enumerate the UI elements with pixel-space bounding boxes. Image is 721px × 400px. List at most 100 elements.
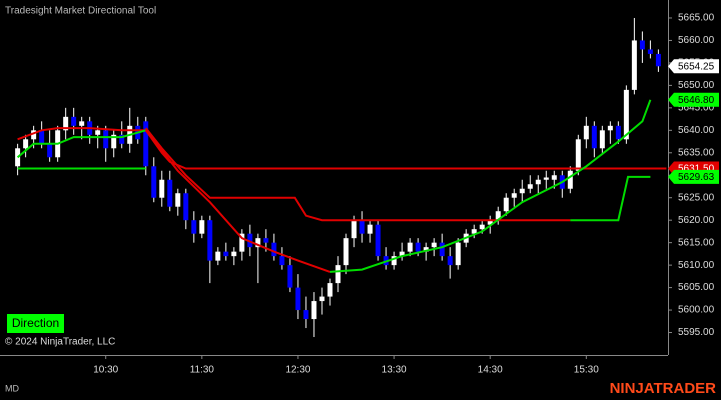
candle-body — [111, 134, 117, 149]
candle-body — [511, 193, 517, 198]
candle-body — [655, 53, 661, 67]
price-marker-label: 5646.80 — [678, 95, 715, 106]
candle-body — [639, 40, 645, 50]
candle-body — [423, 247, 429, 252]
candle-body — [535, 179, 541, 185]
y-tick-label: 5635.00 — [678, 147, 715, 158]
candle-body — [247, 233, 253, 248]
candle-body — [415, 242, 421, 252]
indicator-line — [16, 129, 147, 159]
candle-body — [327, 283, 333, 297]
candle-body — [23, 139, 29, 149]
candle-body — [295, 287, 301, 311]
indicator-line — [570, 175, 651, 222]
price-marker-label: 5631.50 — [678, 164, 715, 175]
candle-body — [119, 134, 125, 144]
indicator-line — [145, 129, 331, 273]
indicator-line — [329, 99, 652, 273]
candle-body — [519, 188, 525, 194]
x-tick-label: 10:30 — [93, 365, 118, 376]
candle-body — [623, 89, 629, 140]
candle-body — [343, 238, 349, 266]
candle-body — [151, 166, 157, 198]
candle-body — [431, 242, 437, 248]
price-marker-label: 5629.63 — [678, 172, 715, 183]
candle-body — [279, 256, 285, 266]
candle-body — [79, 121, 85, 126]
brand-logo: NINJATRADER — [610, 380, 717, 397]
direction-button[interactable] — [7, 314, 64, 333]
candle-body — [495, 211, 501, 221]
candle-body — [319, 296, 325, 302]
candle-body — [399, 251, 405, 257]
y-tick-label: 5625.00 — [678, 192, 715, 203]
price-marker — [668, 92, 719, 107]
candle-body — [455, 242, 461, 266]
price-marker-label: 5654.25 — [678, 61, 715, 72]
chart-title: Tradesight Market Directional Tool — [5, 6, 156, 17]
candle-body — [575, 139, 581, 171]
indicator-line — [145, 127, 571, 222]
candle-body — [551, 175, 557, 180]
candle-body — [175, 193, 181, 207]
candle-body — [631, 40, 637, 90]
y-tick-label: 5640.00 — [678, 125, 715, 136]
candle-body — [471, 229, 477, 234]
price-marker — [668, 169, 719, 184]
y-tick-label: 5610.00 — [678, 260, 715, 271]
y-tick-label: 5620.00 — [678, 215, 715, 226]
candle-body — [527, 184, 533, 189]
price-marker — [668, 59, 719, 74]
x-tick-label: 11:30 — [190, 365, 215, 376]
y-tick-label: 5605.00 — [678, 282, 715, 293]
candle-body — [439, 242, 445, 257]
x-tick-label: 12:30 — [285, 365, 310, 376]
candle-body — [159, 179, 165, 198]
candle-body — [231, 251, 237, 257]
candle-body — [391, 256, 397, 266]
candle-body — [167, 179, 173, 207]
direction-button-label[interactable]: Direction — [12, 316, 59, 330]
candle-body — [367, 224, 373, 234]
axes: 5595.00 5600.00 5605.00 5610.00 5615.00 5620.… — [93, 13, 719, 376]
candle-body — [303, 310, 309, 320]
candle-body — [103, 130, 109, 149]
y-tick-label: 5660.00 — [678, 35, 715, 46]
y-tick-label: 5615.00 — [678, 237, 715, 248]
candle-body — [567, 170, 573, 189]
candle-body — [287, 265, 293, 288]
y-tick-label: 5600.00 — [678, 305, 715, 316]
candle-body — [591, 125, 597, 149]
candle-body — [647, 49, 653, 54]
candle-body — [407, 242, 413, 252]
candle-body — [63, 116, 69, 131]
candle-body — [447, 256, 453, 266]
candle-body — [223, 251, 229, 257]
candle-body — [271, 242, 277, 257]
candle-body — [207, 220, 213, 261]
plot-area — [15, 17, 667, 338]
copyright: © 2024 NinjaTrader, LLC — [5, 337, 115, 348]
candle-body — [599, 130, 605, 149]
candle-body — [39, 130, 45, 144]
y-tick-label: 5645.00 — [678, 102, 715, 113]
candle-body — [239, 233, 245, 252]
candle-body — [263, 238, 269, 243]
candle-body — [607, 125, 613, 131]
y-tick-label: 5650.00 — [678, 80, 715, 91]
candle-body — [143, 121, 149, 167]
footer-label: MD — [5, 383, 19, 393]
candle-body — [255, 238, 261, 248]
candle-body — [215, 251, 221, 261]
candle-body — [583, 125, 589, 140]
candle-body — [487, 220, 493, 225]
candle-body — [191, 220, 197, 234]
candle-body — [615, 125, 621, 140]
candle-body — [311, 301, 317, 320]
candle-body — [95, 130, 101, 135]
candle-body — [351, 220, 357, 239]
candle-body — [359, 220, 365, 234]
candle-body — [375, 224, 381, 257]
x-tick-label: 13:30 — [382, 365, 407, 376]
